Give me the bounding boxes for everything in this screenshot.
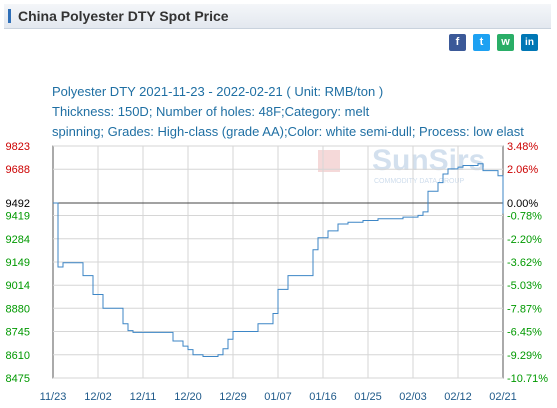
y-tick-label: 8880 (6, 303, 30, 315)
y-tick-label: 9419 (6, 211, 30, 223)
x-tick-label: 01/25 (354, 391, 382, 403)
x-tick-label: 11/23 (40, 391, 67, 403)
pct-tick-label: -7.87% (507, 303, 542, 315)
pct-tick-label: 3.48% (507, 141, 538, 153)
x-tick-label: 01/16 (309, 391, 337, 403)
twitter-icon[interactable]: t (473, 34, 490, 51)
y-tick-label: 9492 (6, 198, 30, 210)
x-tick-label: 01/07 (264, 391, 292, 403)
chart-info-line-1: Polyester DTY 2021-11-23 - 2022-02-21 ( … (52, 84, 384, 99)
x-tick-label: 02/03 (399, 391, 427, 403)
x-tick-label: 02/21 (489, 391, 517, 403)
chart-info-line-2: Thickness: 150D; Number of holes: 48F;Ca… (52, 104, 370, 119)
y-tick-label: 8475 (6, 373, 30, 385)
y-tick-label: 9149 (6, 257, 30, 269)
series-line (53, 163, 504, 357)
wechat-icon[interactable]: w (497, 34, 514, 51)
pct-tick-label: -10.71% (507, 373, 548, 385)
y-tick-label: 9014 (6, 280, 30, 292)
page-title: China Polyester DTY Spot Price (18, 8, 229, 24)
y-tick-label: 9688 (6, 164, 30, 176)
x-tick-label: 12/02 (84, 391, 112, 403)
y-tick-label: 8610 (6, 350, 30, 362)
pct-tick-label: -9.29% (507, 350, 542, 362)
pct-tick-label: 2.06% (507, 164, 538, 176)
y-tick-label: 9823 (6, 141, 30, 153)
x-tick-label: 12/29 (219, 391, 247, 403)
linkedin-icon[interactable]: in (521, 34, 538, 51)
title-accent-bar (8, 9, 11, 23)
x-tick-label: 02/12 (444, 391, 472, 403)
x-tick-label: 12/20 (174, 391, 202, 403)
chart-info-line-3: spinning; Grades: High-class (grade AA);… (52, 124, 524, 139)
y-tick-label: 8745 (6, 327, 30, 339)
pct-tick-label: -3.62% (507, 257, 542, 269)
y-tick-label: 9284 (6, 234, 30, 246)
pct-tick-label: 0.00% (507, 198, 538, 210)
watermark-logo-icon (318, 150, 340, 172)
chart-title-bar: China Polyester DTY Spot Price (4, 4, 551, 29)
pct-tick-label: -2.20% (507, 234, 542, 246)
facebook-icon[interactable]: f (449, 34, 466, 51)
pct-tick-label: -0.78% (507, 211, 542, 223)
watermark-tagline: COMMODITY DATA GROUP (374, 178, 465, 185)
pct-tick-label: -6.45% (507, 327, 542, 339)
pct-tick-label: -5.03% (507, 280, 542, 292)
watermark-brand: SunSirs (372, 144, 485, 177)
x-tick-label: 12/11 (130, 391, 157, 403)
